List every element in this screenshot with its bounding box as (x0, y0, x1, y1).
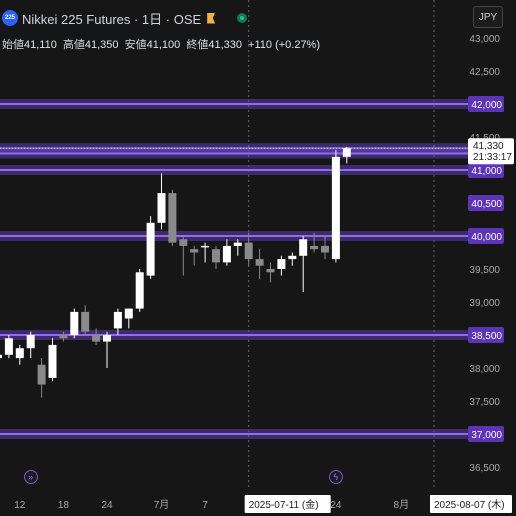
level-price-tag (468, 426, 504, 442)
market-status-icon[interactable] (237, 13, 248, 23)
candle-body (157, 193, 166, 223)
price-tick-label: 39,000 (469, 298, 500, 309)
crosshair-date-tag (244, 495, 331, 513)
level-price-tag (468, 96, 504, 112)
level-price-tag (468, 327, 504, 343)
price-axis[interactable]: 36,50037,50038,00039,00039,50041,50042,5… (468, 34, 514, 474)
time-tick-label: 18 (58, 500, 70, 511)
candle-body (15, 348, 24, 359)
low-value: 41,100 (146, 39, 181, 51)
candle-body (59, 335, 68, 339)
ohlc-legend: 始値41,110 高値41,350 安値41,100 終値41,330 +110… (2, 36, 323, 52)
candle-body (266, 269, 275, 273)
candle-body (26, 335, 35, 349)
level-price-label: 41,000 (471, 166, 502, 177)
level-price-tag (468, 195, 504, 211)
last-price-label: 41,330 (473, 141, 504, 152)
candle-body (103, 335, 111, 342)
candles (0, 146, 351, 398)
last-price-tag (468, 138, 514, 165)
time-tick-label: 24 (101, 500, 113, 511)
flag-icon[interactable] (207, 12, 216, 24)
candle-body (299, 239, 308, 256)
price-tick-label: 39,500 (469, 265, 500, 276)
candle-body (331, 156, 340, 260)
candle-body (190, 249, 199, 253)
candle-body (124, 308, 133, 319)
level-price-label: 40,500 (471, 199, 502, 210)
level-price-label: 38,500 (471, 331, 502, 342)
candle-body (37, 364, 46, 385)
time-tick-label: 7月 (154, 499, 170, 511)
candle-body (255, 259, 264, 266)
price-tick-label: 43,000 (469, 34, 500, 45)
forward-arrows-icon[interactable]: » (23, 470, 38, 484)
candle-body (222, 245, 231, 263)
level-price-label: 37,000 (471, 430, 502, 441)
candle-body (342, 148, 351, 157)
candle-body (135, 272, 144, 309)
candle-body (288, 255, 297, 260)
candle-body (70, 311, 79, 335)
candle-body (277, 259, 286, 269)
candle-body (48, 344, 57, 378)
level-price-tag (468, 162, 504, 178)
chart-header: 225 Nikkei 225 Futures · 1日 · OSE (0, 6, 248, 30)
open-label: 始値 (2, 39, 24, 51)
close-value: 41,330 (208, 39, 242, 51)
symbol-title[interactable]: Nikkei 225 Futures · 1日 · OSE (22, 11, 202, 27)
open-value: 41,110 (24, 39, 57, 51)
crosshair-date-tag (430, 495, 512, 513)
close-label: 終値 (186, 39, 209, 51)
candle-body (168, 193, 177, 243)
candle-body (0, 354, 2, 359)
candle-body (233, 242, 242, 246)
candle-body (113, 311, 122, 329)
price-tick-label: 37,500 (469, 397, 500, 408)
candle-body (212, 249, 220, 263)
low-label: 安値 (124, 39, 147, 51)
candle-body (92, 335, 101, 342)
level-price-label: 42,000 (471, 100, 502, 111)
time-tick-label: 12 (14, 500, 26, 511)
high-value: 41,350 (84, 39, 119, 51)
level-price-tag (468, 228, 504, 244)
lightning-icon[interactable]: ϟ (328, 470, 343, 484)
candle-body (146, 222, 155, 276)
crosshair-date-label: 2025-08-07 (木) (434, 499, 505, 511)
candle-body (310, 245, 319, 250)
countdown-label: 21:33:17 (473, 152, 512, 163)
price-tick-label: 38,000 (469, 364, 500, 375)
candle-body (81, 311, 90, 332)
time-tick-label: 24 (330, 500, 342, 511)
crosshair-date-label: 2025-07-11 (金) (249, 498, 319, 511)
candle-body (321, 245, 329, 253)
level-bands (0, 99, 468, 439)
change-value: +110 (+0.27%) (248, 39, 321, 51)
candle-body (4, 338, 13, 355)
currency-button[interactable]: JPY (473, 6, 503, 28)
level-price-label: 40,000 (471, 232, 502, 243)
price-tick-label: 42,500 (469, 67, 500, 78)
candle-body (244, 242, 253, 260)
high-label: 高値 (62, 39, 85, 51)
candle-body (201, 245, 210, 248)
price-tick-label: 36,500 (469, 463, 500, 474)
candle-body (179, 239, 188, 246)
symbol-logo-icon: 225 (2, 10, 18, 26)
time-tick-label: 8月 (394, 499, 410, 511)
time-axis[interactable]: 1218247月717248月2025-07-11 (金)2025-08-07 … (14, 495, 512, 513)
time-tick-label: 7 (202, 500, 208, 511)
